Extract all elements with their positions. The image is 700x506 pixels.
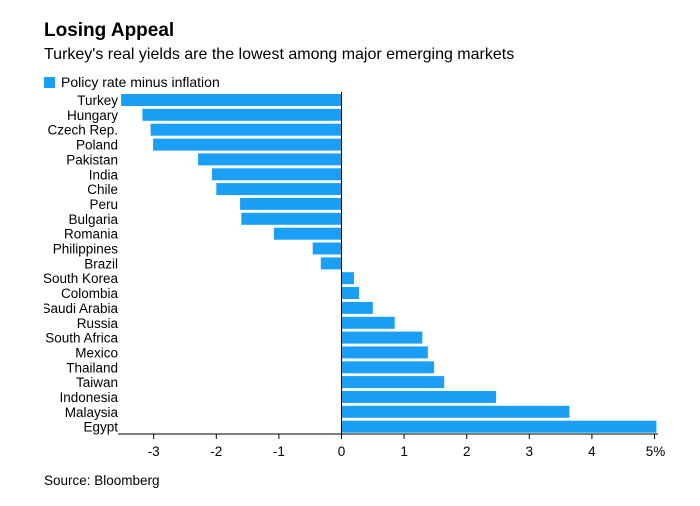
bar (216, 183, 342, 196)
chart-subtitle: Turkey's real yields are the lowest amon… (44, 46, 515, 63)
bar (241, 212, 342, 225)
bar (240, 197, 342, 210)
category-label: Pakistan (66, 152, 118, 167)
category-label: Thailand (66, 360, 118, 375)
bar (320, 257, 342, 270)
bar (341, 405, 570, 418)
category-label: Indonesia (59, 390, 118, 405)
category-label: Chile (87, 182, 118, 197)
category-label: Hungary (67, 108, 118, 123)
category-label: Malaysia (65, 405, 119, 420)
bar (341, 361, 435, 374)
legend-label: Policy rate minus inflation (61, 74, 220, 90)
category-label: Poland (76, 138, 118, 153)
bar (341, 346, 428, 359)
category-label: Czech Rep. (47, 123, 118, 138)
bar (273, 227, 342, 240)
bar (341, 376, 445, 389)
x-tick-label: 4 (588, 444, 596, 459)
bar (150, 123, 342, 136)
source-note: Source: Bloomberg (44, 473, 160, 488)
bar (153, 138, 342, 151)
legend-swatch (44, 76, 55, 88)
chart-title: Losing Appeal (44, 20, 175, 41)
bar (341, 331, 423, 344)
category-label: Mexico (75, 345, 118, 360)
bar (341, 287, 359, 299)
bar (312, 242, 342, 255)
x-tick-label: 0 (338, 444, 346, 459)
x-tick-label: 3 (526, 444, 534, 459)
bar (121, 94, 342, 106)
x-tick-label: 2 (463, 444, 471, 459)
x-tick-label: 5% (646, 444, 666, 459)
category-label: South Africa (45, 331, 118, 346)
x-tick-label: -2 (210, 444, 222, 459)
category-label: Romania (64, 227, 119, 242)
category-label: Egypt (83, 420, 118, 435)
bar (341, 420, 657, 433)
x-tick-label: 1 (400, 444, 408, 459)
legend: Policy rate minus inflation (44, 74, 220, 90)
x-tick-label: -3 (148, 444, 160, 459)
category-label: Russia (77, 316, 119, 331)
category-label: South Korea (43, 271, 119, 286)
bar (341, 272, 354, 285)
bar (341, 316, 395, 329)
category-label: Philippines (53, 242, 119, 257)
category-label: Bulgaria (68, 212, 118, 227)
category-label: Saudi Arabia (41, 301, 118, 316)
bar (198, 153, 342, 166)
bar (341, 391, 497, 403)
category-label: India (89, 167, 119, 182)
category-label: Colombia (61, 286, 119, 301)
category-label: Brazil (84, 256, 118, 271)
x-tick-label: -1 (273, 444, 285, 459)
category-label: Taiwan (76, 375, 118, 390)
bar (142, 108, 342, 121)
category-label: Turkey (77, 93, 118, 108)
bar (211, 168, 342, 181)
bar (341, 301, 373, 314)
category-label: Peru (89, 197, 118, 212)
